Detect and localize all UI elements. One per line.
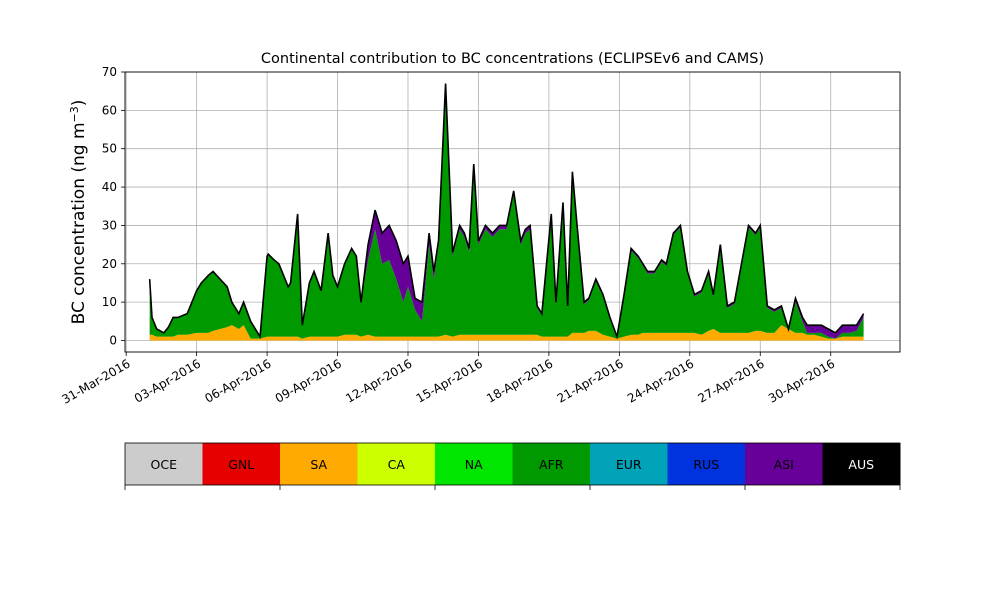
y-tick-label: 50 [102,142,117,156]
x-tick-label: 31-Mar-2016 [60,356,133,406]
legend-label-OCE: OCE [151,457,178,472]
legend-label-ASI: ASI [774,457,794,472]
y-axis-label: BC concentration (ng m−3) [68,100,90,325]
x-tick-label: 30-Apr-2016 [766,356,837,405]
stacked-areas [148,83,865,341]
x-tick-label: 18-Apr-2016 [484,356,555,405]
y-tick-label: 0 [109,333,117,347]
legend-label-NA: NA [465,457,483,472]
legend-swatch-EUR [590,443,668,485]
legend-label-EUR: EUR [616,457,642,472]
x-tick-label: 09-Apr-2016 [273,356,344,405]
area-AUS-outline [148,83,865,340]
x-tick-label: 06-Apr-2016 [202,356,273,405]
legend-frame [124,442,901,486]
legend-swatch-ASI [745,443,823,485]
legend-label-AUS: AUS [848,457,874,472]
plot-frame [124,71,901,353]
legend-swatch-RUS [667,443,746,485]
legend-swatch-SA [280,443,358,485]
y-axis-label-main: BC concentration (ng m [69,122,89,324]
chart-title: Continental contribution to BC concentra… [261,51,764,67]
x-tick-label: 27-Apr-2016 [696,356,767,405]
area-AFR [149,91,864,339]
x-tick-label: 15-Apr-2016 [414,356,485,405]
legend-swatch-GNL [202,443,281,485]
y-tick-label: 10 [102,295,117,309]
y-tick-label: 60 [102,103,117,117]
y-tick-label: 30 [102,218,117,232]
legend-label-CA: CA [388,457,406,472]
y-tick-label: 20 [102,257,117,271]
legend-label-AFR: AFR [539,457,564,472]
x-tick-label: 12-Apr-2016 [343,356,414,405]
legend-colorbar: OCE GNL SA CA NA AFR EUR RUS ASI AUS [124,442,901,490]
y-tick-label: 70 [102,65,117,79]
legend-label-RUS: RUS [693,457,719,472]
x-tick-label: 24-Apr-2016 [625,356,696,405]
legend-swatch-NA [435,443,513,485]
x-tick-label: 03-Apr-2016 [132,356,203,405]
legend-swatch-AUS [822,443,901,485]
legend-swatch-OCE [125,443,203,485]
y-axis-label-superscript: −3 [68,106,81,122]
legend-label-SA: SA [310,457,327,472]
area-SA [149,325,864,341]
legend-label-GNL: GNL [228,457,254,472]
y-axis-label-close: ) [69,100,89,107]
legend-swatch-CA [357,443,436,485]
y-tick-label: 40 [102,180,117,194]
x-tick-label: 21-Apr-2016 [555,356,626,405]
legend-swatch-AFR [512,443,591,485]
